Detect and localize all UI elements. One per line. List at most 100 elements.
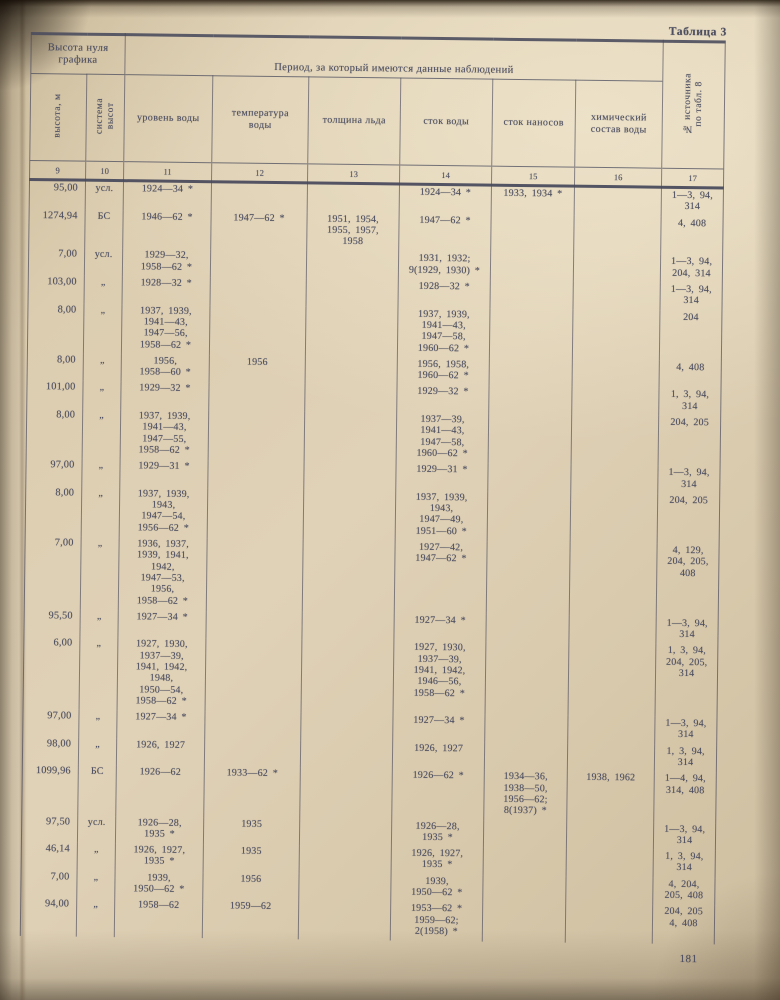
cell-col-12 (208, 410, 305, 462)
cell-col-15 (490, 214, 575, 255)
cell-col-10: „ (78, 709, 118, 738)
cell-col-16 (566, 821, 654, 850)
cell-col-14: 1929—32 * (396, 384, 490, 414)
cell-col-15 (487, 463, 572, 493)
sub-header-row: высота, м система высот уровень воды тем… (30, 74, 725, 169)
cell-col-11: 1946—62 * (122, 209, 212, 250)
cell-col-16 (565, 903, 653, 944)
cell-col-10: БС (84, 209, 124, 249)
col-header-water-level: уровень воды (123, 74, 213, 163)
cell-col-16 (567, 715, 656, 745)
cell-col-12: 1956 (209, 355, 306, 384)
cell-col-17: 1—4, 94, 314, 408 (653, 772, 717, 823)
cell-col-12: 1956 (202, 871, 300, 901)
cell-col-14: 1926, 1927, 1935 * (391, 846, 484, 876)
cell-col-11: 1937, 1939, 1941—43, 1947—56, 1958—62 * (121, 303, 211, 356)
cell-col-13 (299, 767, 393, 820)
col-number: 11 (123, 161, 212, 182)
cell-col-15 (489, 280, 574, 310)
cell-col-12: 1935 (203, 844, 300, 874)
cell-col-11: 1936, 1937, 1939, 1941, 1942, 1947—53, 1… (118, 537, 208, 611)
cell-col-15 (487, 491, 571, 543)
cell-col-10: БС (77, 764, 117, 816)
cell-col-14: 1929—31 * (395, 462, 489, 492)
cell-col-17: 1—3, 94, 314 (660, 282, 723, 312)
cell-col-17: 1, 3, 94, 314 (658, 388, 722, 417)
cell-col-9: 94,00 (44, 898, 70, 910)
cell-col-13 (304, 383, 398, 413)
cell-col-12: 1935 (203, 816, 300, 846)
group-header-period: Период, за который имеются данные наблюд… (124, 34, 664, 82)
col-number: 9 (29, 160, 86, 181)
cell-col-12 (206, 538, 304, 613)
cell-col-14: 1927—34 * (393, 613, 487, 642)
cell-col-17: 204, 205 (657, 493, 720, 545)
cell-col-17: 1, 3, 94, 314 (653, 849, 716, 879)
cell-col-12 (209, 304, 307, 357)
cell-col-17: 204, 205 (658, 415, 721, 467)
cell-col-13: 1951, 1954, 1955, 1957, 1958 (306, 211, 400, 252)
cell-col-11: 1926—62 (115, 765, 205, 817)
cell-col-13 (307, 182, 400, 214)
cell-col-16: 1938, 1962 (566, 770, 655, 823)
cell-col-13 (298, 873, 392, 902)
col-number: 16 (574, 167, 662, 188)
cell-col-13 (298, 900, 391, 941)
cell-col-11: 1927—34 * (117, 609, 207, 639)
cell-col-12 (208, 382, 306, 412)
cell-col-14: 1937, 1939, 1943, 1947—49, 1951—60 * (395, 490, 488, 542)
cell-col-13 (306, 278, 399, 308)
cell-col-11: 1929—32, 1958—62 * (122, 248, 211, 278)
cell-col-15 (482, 902, 566, 943)
cell-col-10: „ (83, 303, 123, 354)
cell-col-12 (204, 738, 301, 768)
col-header-water-flow: сток воды (399, 78, 493, 167)
table-row: 1099,96 БС 1926—62 1933—62 * 1926—62 * 1934—3… (22, 764, 717, 823)
cell-col-17: 4, 204, 205, 408 (652, 877, 716, 906)
col-number: 10 (85, 161, 124, 181)
cell-col-15 (483, 847, 567, 877)
cell-col-14: 1926—28, 1935 * (391, 819, 484, 848)
cell-col-15: 1933, 1934 * (491, 185, 575, 216)
cell-col-13 (302, 539, 396, 614)
cell-col-11: 1926, 1927, 1935 * (115, 843, 204, 872)
cell-col-17: 1—3, 94, 314 (661, 187, 724, 218)
cell-col-14: 1927, 1930, 1937—39, 1941, 1942, 1946—56… (393, 640, 486, 715)
cell-col-13 (301, 612, 395, 641)
cell-col-11: 1926—28, 1935 * (115, 815, 204, 845)
cell-col-9: 7,00 (54, 537, 74, 549)
cell-col-10: „ (79, 637, 118, 711)
cell-col-9: 95,50 (48, 610, 73, 622)
cell-col-10: „ (84, 275, 123, 304)
cell-col-11: 1926, 1927 (116, 737, 205, 767)
cell-col-13 (299, 817, 392, 847)
cell-col-12 (207, 488, 304, 540)
cell-col-16 (568, 643, 656, 717)
cell-col-12: 1933—62 * (203, 766, 301, 818)
table-row: 6,00 „ 1927, 1930, 1937—39, 1941, 1942, 19… (23, 636, 718, 718)
cell-col-16 (570, 492, 658, 544)
cell-col-11: 1929—31 * (119, 459, 209, 489)
col-header-water-temp: температура воды (211, 75, 309, 164)
col-number: 15 (491, 166, 575, 187)
cell-col-10: „ (81, 486, 120, 538)
col-header-ice-thickness: толщина льда (307, 76, 401, 166)
cell-col-10: „ (83, 353, 122, 382)
cell-col-16 (565, 876, 654, 905)
cell-col-11: 1939, 1950—62 * (114, 870, 204, 900)
cell-col-10: „ (82, 408, 121, 460)
cell-col-16 (572, 309, 661, 361)
cell-col-13 (300, 712, 394, 742)
cell-col-15 (489, 358, 573, 388)
cell-col-16 (571, 414, 659, 466)
cell-col-17: 1—3, 94, 314 (657, 465, 721, 495)
cell-col-9: 97,00 (47, 710, 72, 722)
cell-col-9: 7,00 (50, 871, 70, 883)
cell-col-16 (573, 215, 662, 256)
table-row: 8,00 „ 1937, 1939, 1941—43, 1947—56, 1958—… (27, 303, 723, 362)
cell-col-15 (484, 714, 569, 744)
cell-col-16 (567, 743, 655, 773)
cell-col-17: 204 (659, 310, 723, 362)
group-header-period-label: Период, за который имеются данные наблюд… (274, 61, 514, 76)
cell-col-9: 1099,96 (35, 765, 71, 777)
